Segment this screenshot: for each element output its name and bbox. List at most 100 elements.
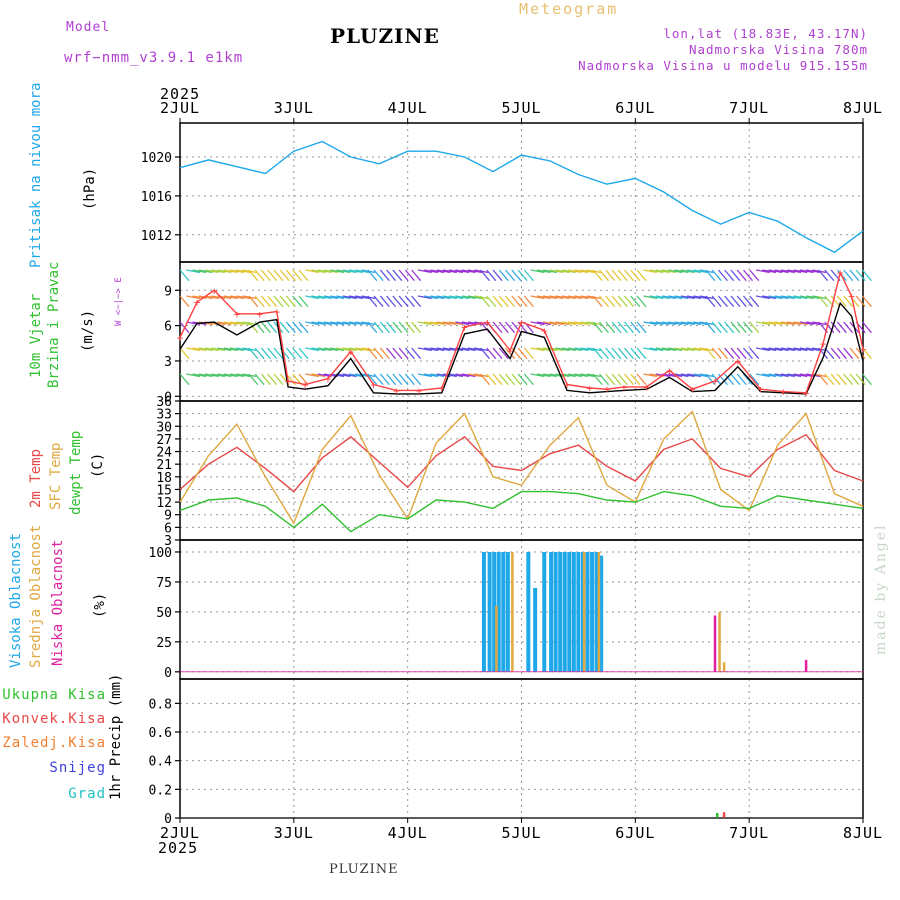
wind-barb bbox=[687, 347, 702, 352]
wind-barb bbox=[605, 373, 616, 386]
wind-barb bbox=[298, 347, 309, 360]
wind-barb bbox=[198, 347, 213, 352]
wind-barb bbox=[617, 295, 628, 308]
wind-barb bbox=[592, 373, 603, 386]
wind-barb bbox=[705, 347, 716, 360]
wind-barb bbox=[561, 373, 576, 378]
y-tick-label: 36 bbox=[156, 395, 172, 410]
wind-barb bbox=[298, 321, 309, 334]
wind-barb bbox=[611, 373, 622, 386]
wind-barb bbox=[424, 269, 439, 274]
wind-barb bbox=[655, 269, 670, 274]
wind-barb bbox=[561, 269, 576, 274]
wind-barb bbox=[705, 321, 716, 334]
wind-barb bbox=[530, 269, 545, 274]
wind-barb bbox=[730, 295, 741, 308]
wind-barb bbox=[824, 373, 835, 386]
wind-line-speed bbox=[179, 301, 864, 395]
wind-barb bbox=[523, 295, 534, 308]
wind-barb bbox=[724, 295, 735, 308]
cloud_cover-bar-high bbox=[496, 551, 501, 672]
wind-barb bbox=[424, 373, 439, 378]
temperature-line-dewpt bbox=[179, 490, 864, 533]
wind-barb bbox=[762, 347, 777, 352]
wind-barb bbox=[655, 321, 670, 326]
wind-barb bbox=[379, 373, 390, 386]
wind-barb bbox=[204, 269, 219, 274]
wind-barb bbox=[298, 269, 309, 282]
wind-barb bbox=[787, 347, 802, 352]
wind-barb bbox=[305, 347, 320, 352]
wind-barb bbox=[530, 295, 545, 300]
wind-barb bbox=[211, 373, 226, 378]
panel-frame bbox=[179, 122, 864, 263]
panel-precip: 0 0.2 0.4 0.6 0.8 bbox=[149, 678, 864, 827]
wind-barb bbox=[292, 321, 303, 334]
wind-barb bbox=[543, 321, 558, 326]
wind-barb bbox=[787, 373, 802, 378]
wind-barb bbox=[424, 321, 439, 326]
wind-barb bbox=[292, 269, 303, 282]
wind-barb bbox=[336, 295, 351, 300]
wind-barb bbox=[680, 269, 695, 274]
wind-barb bbox=[568, 373, 583, 378]
cloud_cover-bar-high bbox=[549, 551, 554, 672]
model-name: wrf−nmm_v3.9.1 e1km bbox=[64, 50, 244, 66]
wind-barb bbox=[279, 295, 290, 308]
wind-barb bbox=[305, 321, 320, 326]
y-tick-label: 9 bbox=[164, 284, 172, 299]
y-tick-label: 6 bbox=[164, 521, 172, 536]
wind-barb bbox=[311, 373, 326, 378]
wind-barb bbox=[285, 321, 296, 334]
gust-marker: + bbox=[194, 296, 201, 309]
wind-barb bbox=[204, 373, 219, 378]
wind-barb bbox=[430, 295, 445, 300]
wind-barb bbox=[229, 373, 244, 378]
wind-barb bbox=[787, 269, 802, 274]
cloud_cover-bar-high bbox=[558, 551, 563, 672]
wind-barb bbox=[717, 295, 728, 308]
wind-barb bbox=[636, 321, 647, 334]
wind-barb bbox=[742, 295, 753, 308]
wind-barb bbox=[367, 321, 378, 334]
wind-barb bbox=[624, 295, 635, 308]
cloud_cover-bar-mid bbox=[495, 605, 498, 672]
wind-barb bbox=[311, 295, 326, 300]
gust-marker: + bbox=[541, 324, 548, 337]
wind-barb bbox=[661, 321, 676, 326]
wind-barb bbox=[574, 269, 589, 274]
wind-barb bbox=[336, 373, 351, 378]
wind-barb bbox=[285, 269, 296, 282]
wind-barb bbox=[386, 347, 397, 360]
wind-barb bbox=[498, 295, 509, 308]
wind-barb bbox=[192, 373, 207, 378]
cloud_cover-bar-high bbox=[590, 551, 595, 672]
cloud_cover-bar-high bbox=[576, 551, 581, 672]
wind-barb bbox=[198, 269, 213, 274]
wind-barb bbox=[379, 347, 390, 360]
y-tick-label: 0 bbox=[164, 390, 172, 405]
wind-barb bbox=[179, 295, 190, 308]
wind-barb bbox=[793, 321, 808, 326]
wind-barb bbox=[555, 347, 570, 352]
cloud_cover-bar-high bbox=[505, 551, 510, 672]
wind-barb bbox=[223, 321, 238, 326]
wind-barb bbox=[843, 269, 854, 282]
wind-barb bbox=[236, 295, 251, 300]
wind-barb bbox=[674, 321, 689, 326]
wind-barb bbox=[223, 373, 238, 378]
wind-barb bbox=[217, 373, 232, 378]
wind-barb bbox=[680, 347, 695, 352]
wind-barb bbox=[617, 373, 628, 386]
wind-barb bbox=[636, 347, 647, 360]
wind-barb bbox=[655, 347, 670, 352]
wind-barb bbox=[248, 321, 259, 334]
wind-barb bbox=[724, 373, 735, 386]
wind-barb bbox=[568, 347, 583, 352]
wind-barb bbox=[260, 295, 271, 308]
wind-barb bbox=[630, 373, 641, 386]
wind-barb bbox=[592, 295, 603, 308]
wind-barb bbox=[805, 347, 820, 352]
wind-barb bbox=[298, 295, 309, 308]
